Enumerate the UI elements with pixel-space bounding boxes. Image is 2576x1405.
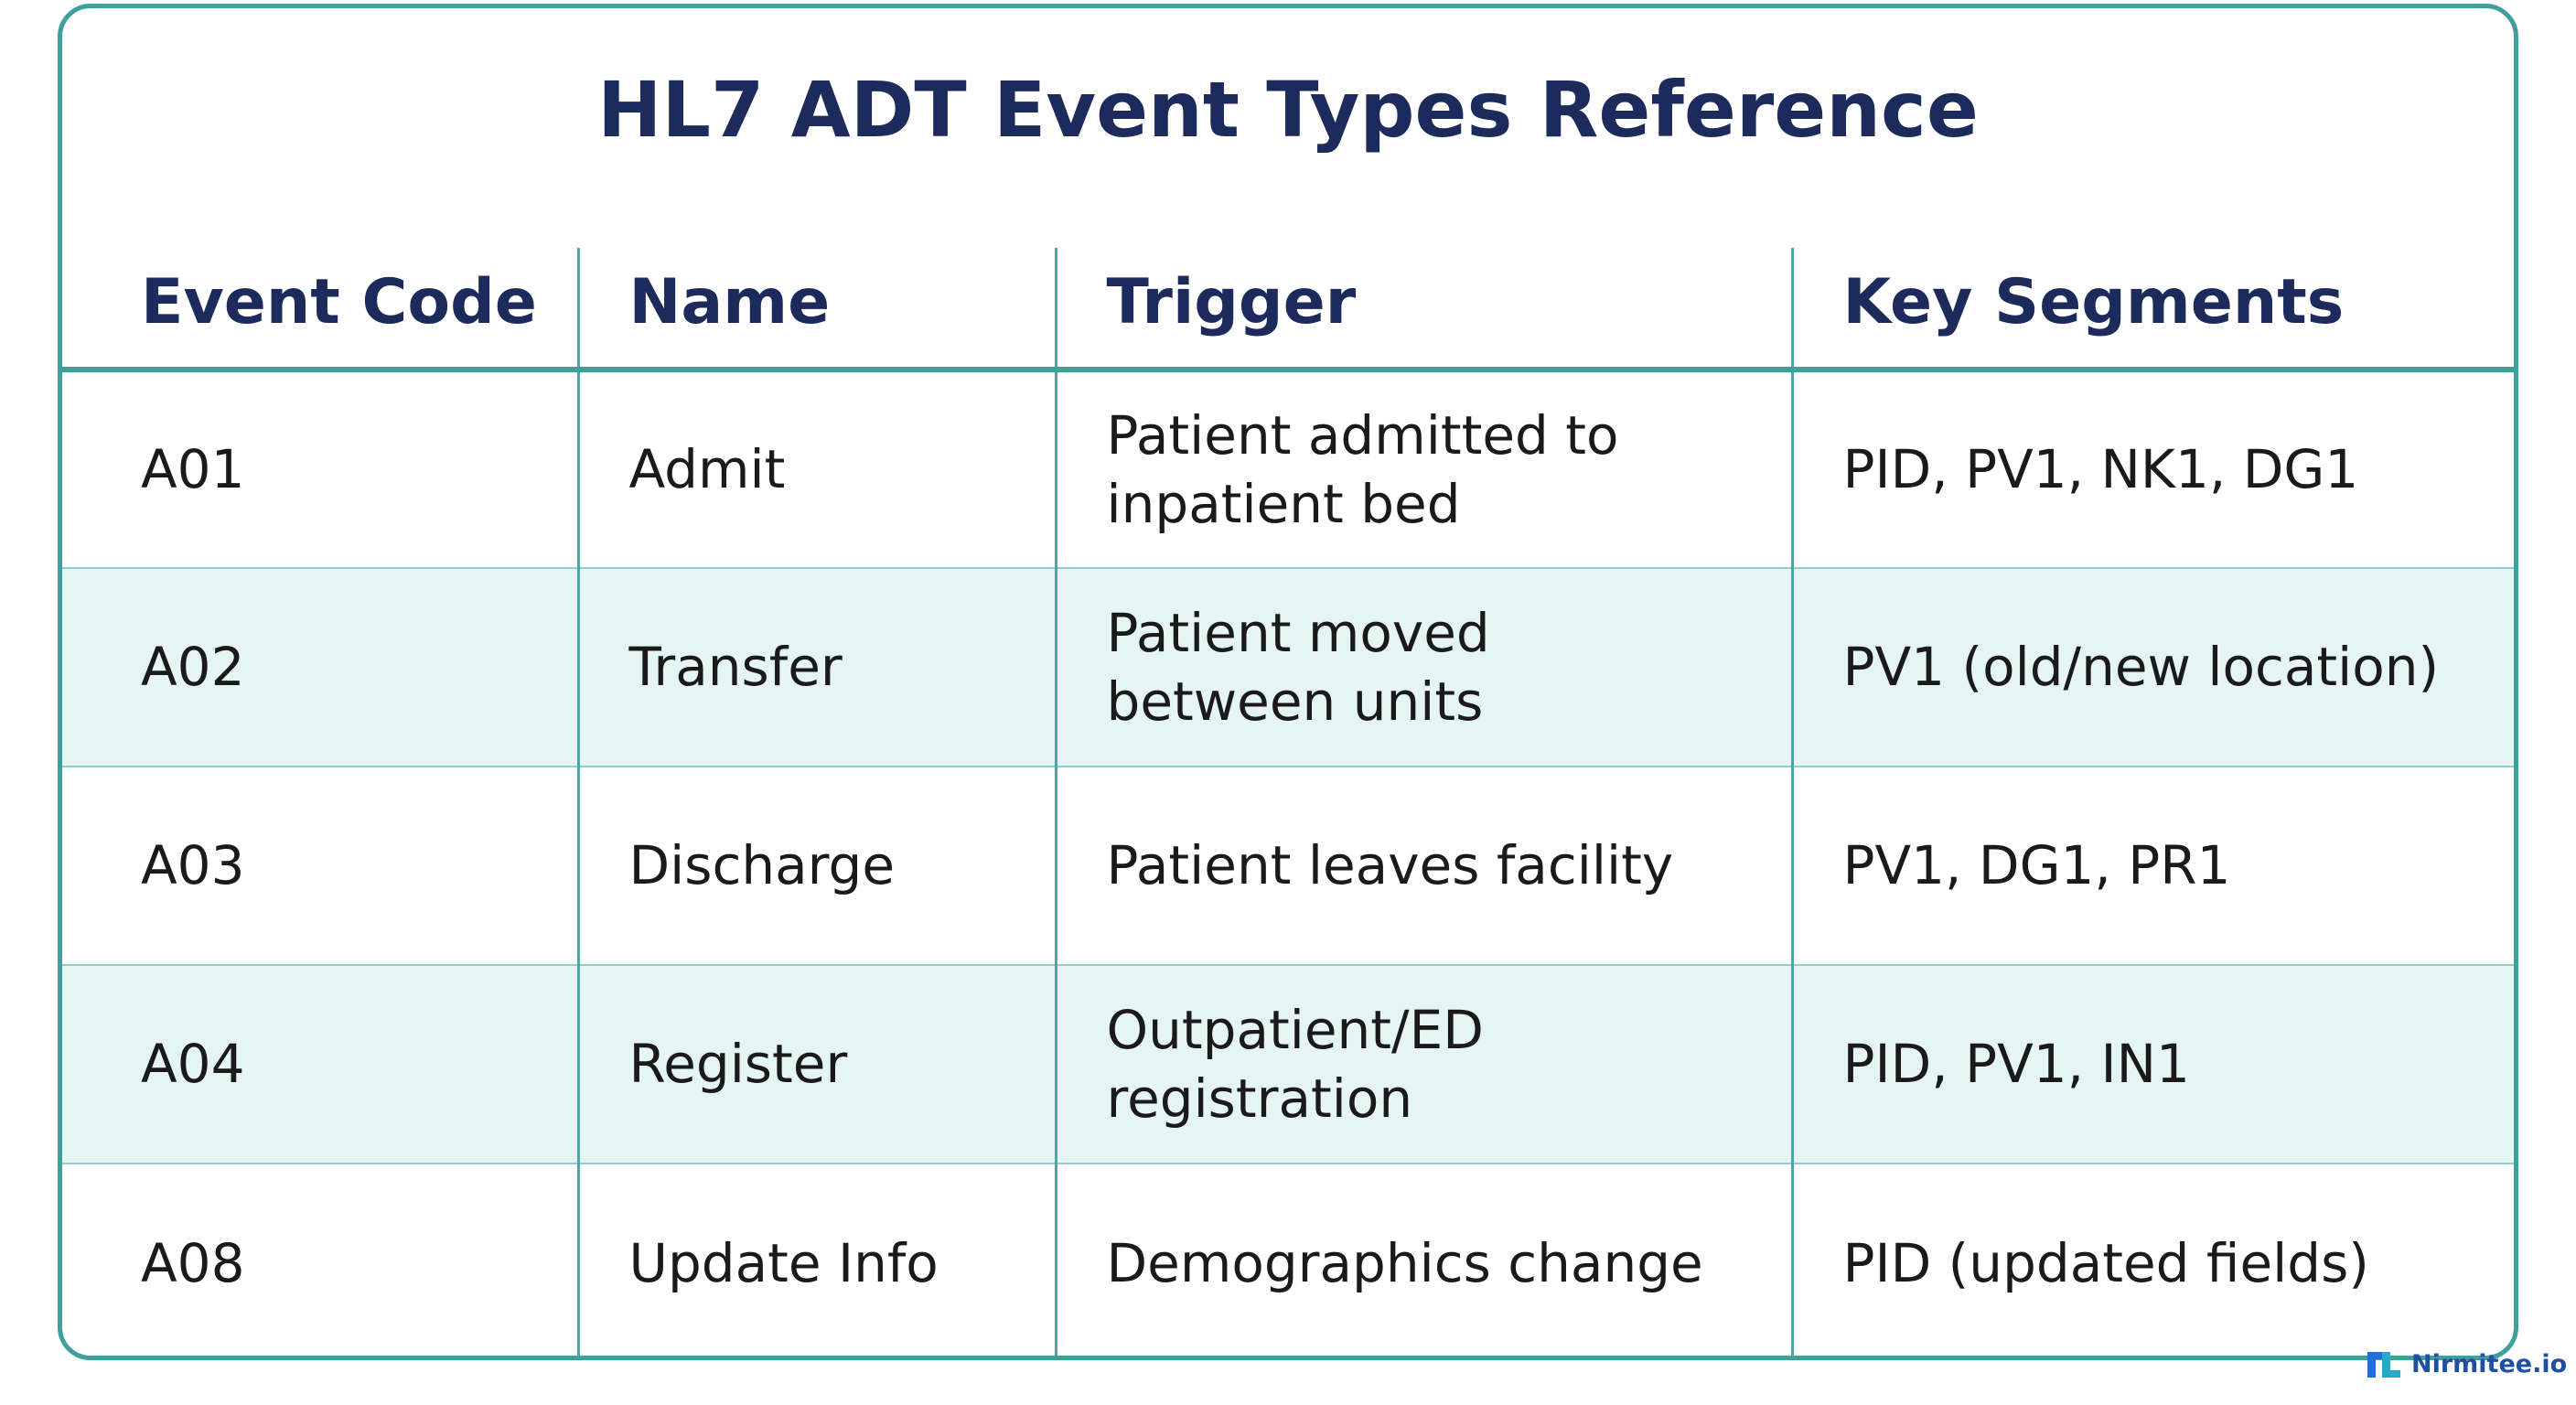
table-row: A02 Transfer Patient moved between units PV… <box>62 568 2514 767</box>
table-cell: A03 <box>62 767 578 966</box>
card: HL7 ADT Event Types Reference Event Code… <box>58 4 2518 1360</box>
table-cell: Admit <box>576 370 1056 569</box>
logo <box>2367 1352 2400 1378</box>
table-row: A04 Register Outpatient/ED registration PID… <box>62 965 2514 1164</box>
table-cell: Patient moved between units <box>1054 568 1792 767</box>
table-cell: Patient admitted to inpatient bed <box>1054 370 1792 569</box>
table-cell: Discharge <box>576 767 1056 966</box>
table-cell: A08 <box>141 1231 245 1294</box>
table-cell: Outpatient/ED registration <box>1054 965 1792 1164</box>
header-cell: Key Segments <box>1790 248 2514 372</box>
table-cell: Update Info <box>576 1164 1056 1356</box>
table-row: A08 Update Info Demographics change PID (up… <box>62 1164 2514 1356</box>
table-cell: A02 <box>62 568 578 767</box>
header-row: Event Code Name Trigger Key Segments <box>62 248 2514 372</box>
watermark-text: Nirmitee.io <box>2411 1349 2568 1378</box>
header-cell: Event Code <box>62 248 578 372</box>
table-row: A01 Admit Patient admitted to inpatient be… <box>62 370 2514 569</box>
title: HL7 ADT Event Types Reference <box>597 65 1979 155</box>
table-cell: PV1, DG1, PR1 <box>1790 767 2514 966</box>
table-cell: Register <box>576 965 1056 1164</box>
table-body: A01 Admit Patient admitted to inpatient be… <box>62 370 2514 1356</box>
table-cell: A04 <box>62 965 578 1164</box>
table-cell: Patient leaves facility <box>1054 767 1792 966</box>
header-cell: Name <box>576 248 1056 372</box>
table-cell: Transfer <box>576 568 1056 767</box>
table-cell: A01 <box>62 370 578 569</box>
table-cell: Demographics change <box>1054 1164 1792 1356</box>
header-cell: Trigger <box>1054 248 1792 372</box>
table-row: A03 Discharge Patient leaves facility PV1, … <box>62 767 2514 966</box>
table-cell: PID, PV1, IN1 <box>1790 965 2514 1164</box>
table-cell: PID (updated fields) <box>1790 1164 2514 1356</box>
watermark: Nirmitee.io <box>2366 1348 2567 1379</box>
table-cell: PID, PV1, NK1, DG1 <box>1790 370 2514 569</box>
event-table: Event Code Name Trigger Key Segments A01 Adm… <box>62 248 2514 1356</box>
table-cell: PV1 (old/new location) <box>1790 568 2514 767</box>
